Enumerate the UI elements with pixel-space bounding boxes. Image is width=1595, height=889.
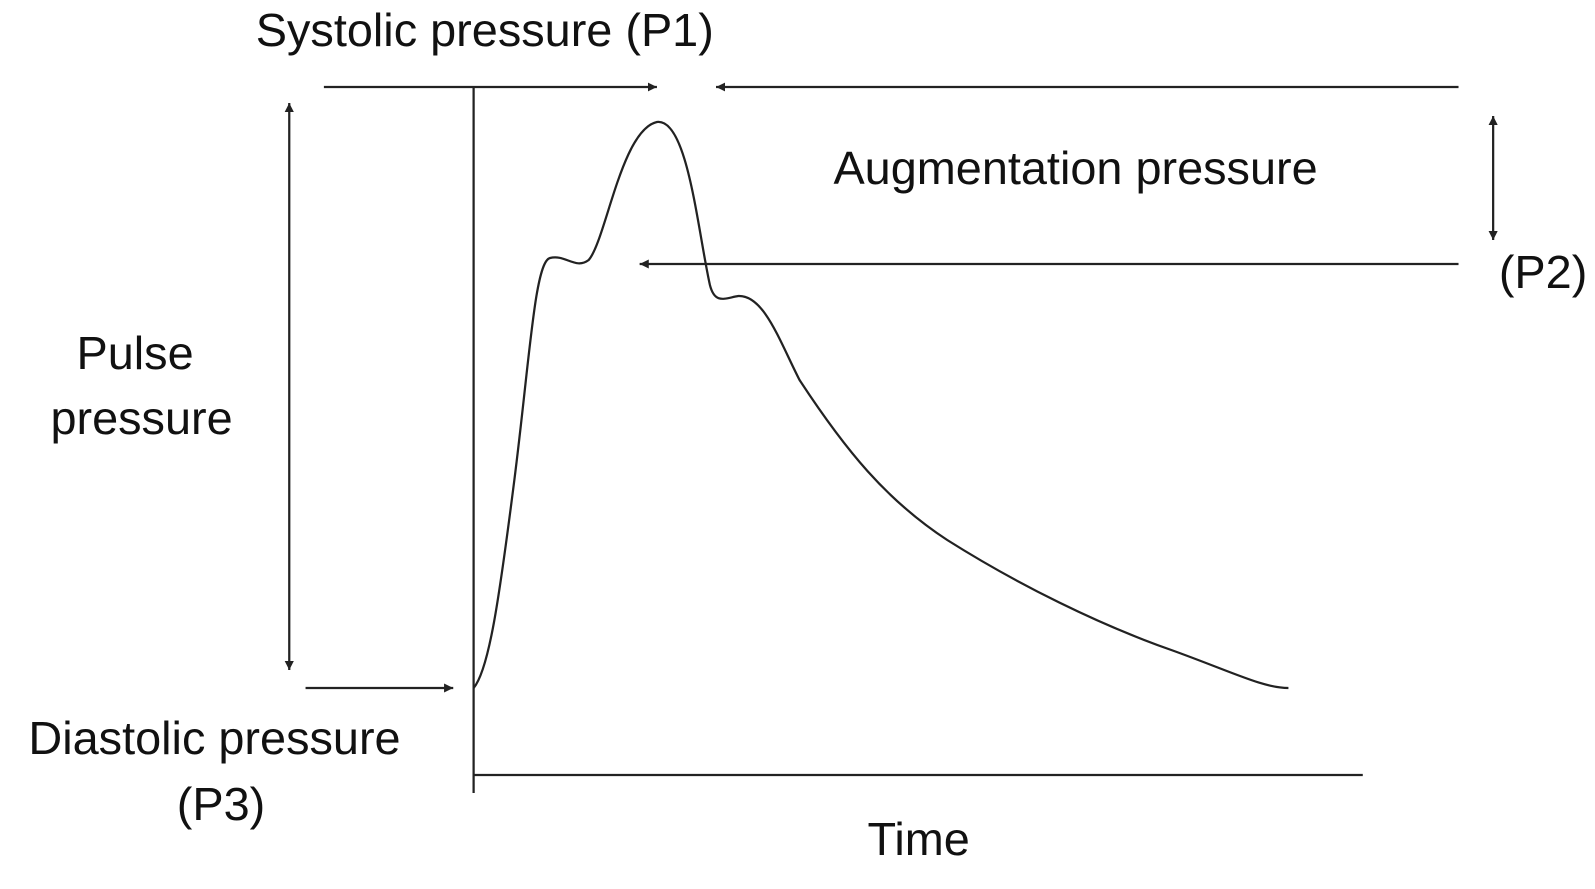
pressure-waveform — [472, 120, 1289, 690]
pulse-pressure-label: Pulse pressure — [50, 327, 232, 444]
label-line: Pulse — [76, 327, 193, 379]
augmentation-label: Augmentation pressure — [833, 142, 1317, 194]
p2-label: (P2) — [1499, 246, 1587, 298]
label-line: Diastolic pressure — [28, 712, 400, 764]
x-axis-label: Time — [868, 813, 970, 865]
systolic-label: Systolic pressure (P1) — [256, 4, 714, 56]
diastolic-label: Diastolic pressure (P3) — [28, 712, 413, 830]
label-line: (P3) — [177, 778, 265, 830]
label-line: pressure — [50, 392, 232, 444]
